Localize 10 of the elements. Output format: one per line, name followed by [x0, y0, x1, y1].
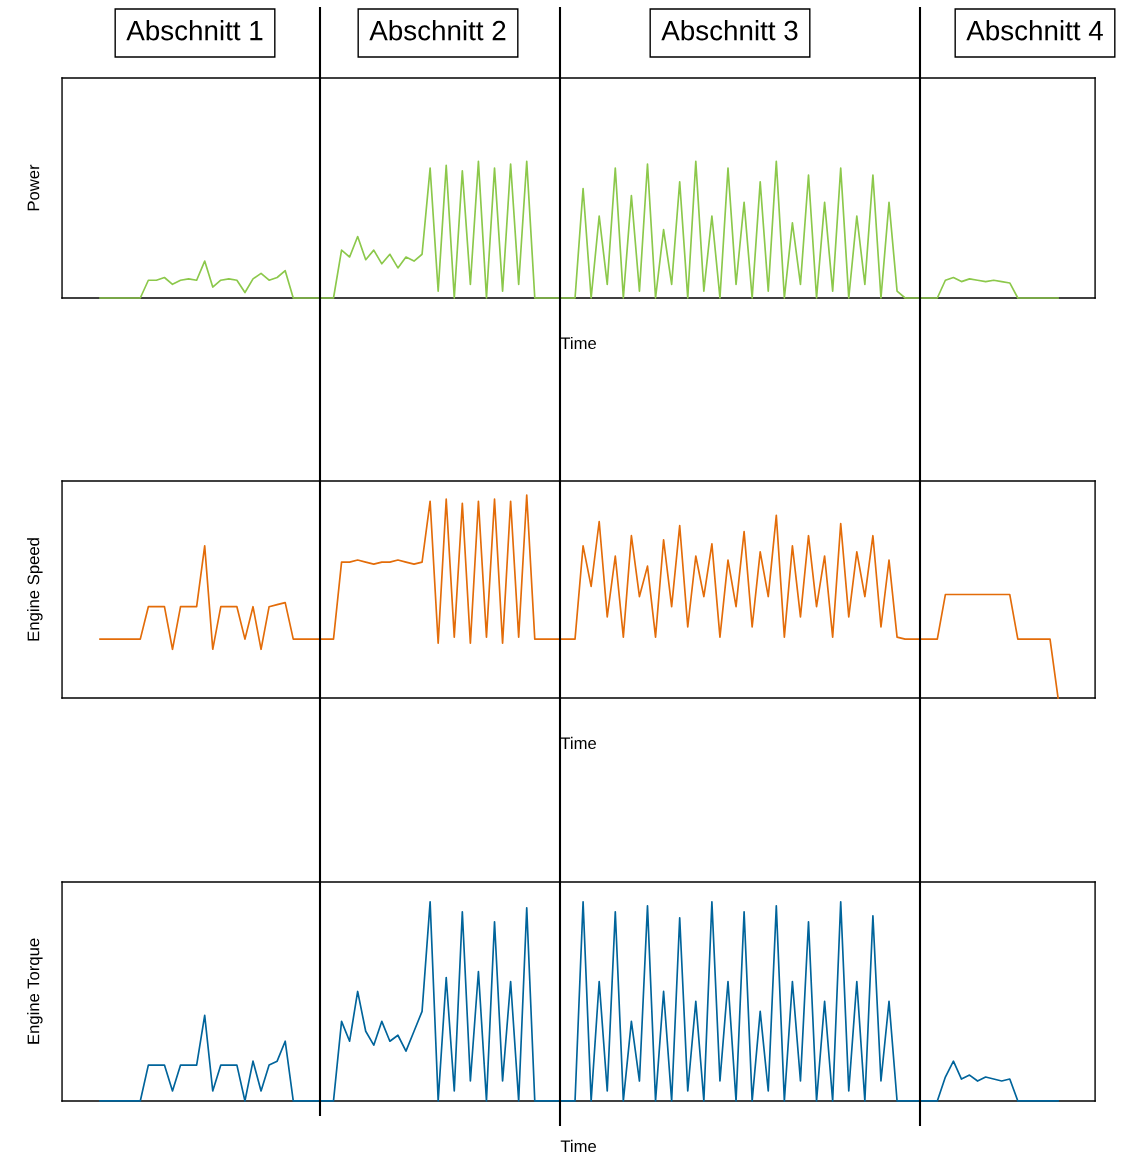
text: Abschnitt 4	[966, 20, 1103, 41]
y-axis-title: Engine Torque	[27, 938, 43, 1044]
text: Abschnitt 1	[126, 20, 263, 41]
x-axis-title: Time	[560, 1139, 597, 1153]
text: Abschnitt 3	[661, 20, 798, 41]
y-axis-title: Engine Speed	[27, 538, 43, 641]
y-axis-title: Power	[27, 164, 40, 211]
x-axis-title: Time	[560, 736, 597, 750]
text: Abschnitt 2	[369, 20, 506, 41]
x-axis-title: Time	[560, 336, 597, 350]
